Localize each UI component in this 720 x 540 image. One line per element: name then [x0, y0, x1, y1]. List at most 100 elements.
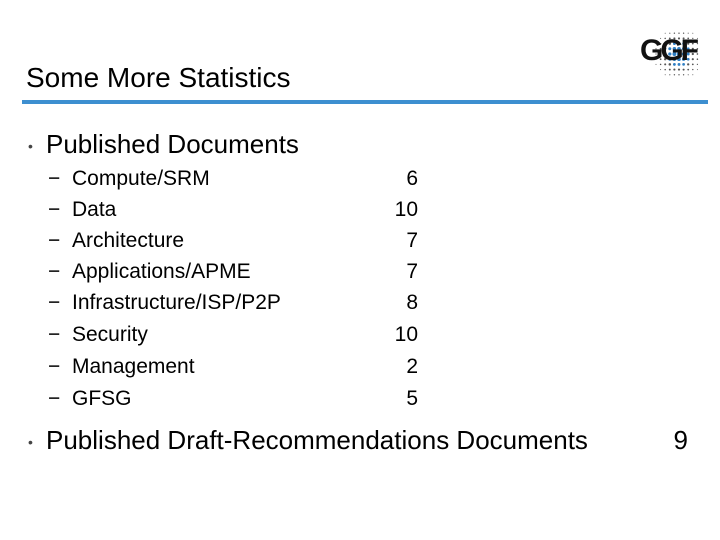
list-item: − Compute/SRM 6	[48, 163, 418, 194]
list-item: − Management 2	[48, 351, 418, 382]
logo-dot	[682, 32, 685, 34]
logo-dot	[677, 68, 681, 71]
item-label: GFSG	[72, 387, 132, 410]
bullet-marker: •	[28, 138, 33, 154]
logo-dot	[673, 68, 676, 71]
logo-dot	[669, 74, 671, 76]
logo-dot	[673, 32, 676, 34]
logo-dot	[687, 68, 690, 71]
logo-dot	[672, 57, 677, 61]
item-value: 2	[406, 355, 418, 378]
logo-dot	[691, 42, 694, 45]
item-value: 7	[406, 260, 418, 283]
logo-dot	[655, 53, 657, 55]
item-label: Management	[72, 355, 195, 378]
bullet-marker: •	[28, 434, 33, 450]
logo-dot	[696, 53, 699, 55]
logo-dot	[660, 69, 662, 71]
logo-dot	[696, 42, 699, 45]
dash-marker: −	[48, 167, 61, 190]
logo-dot	[664, 37, 666, 40]
logo-dot	[673, 74, 676, 76]
item-label: Architecture	[72, 229, 185, 252]
logo-dot	[677, 57, 681, 62]
logo-dot	[668, 57, 672, 61]
dash-marker: −	[48, 198, 61, 221]
logo-dot	[676, 51, 682, 57]
item-label: Data	[72, 198, 117, 221]
bullet-draft-recommendations: Published Draft-Recommendations Document…	[46, 425, 588, 455]
list-item: − Architecture 7	[48, 225, 418, 256]
logo-dot	[664, 63, 667, 66]
logo-dot	[696, 63, 699, 66]
logo-dot	[687, 37, 690, 40]
logo-dot	[663, 52, 667, 56]
dash-marker: −	[48, 229, 61, 252]
logo-dot	[678, 32, 680, 34]
list-item: − Data 10	[48, 194, 418, 225]
logo-text: GGF	[640, 34, 699, 67]
ggf-logo-icon: GGF	[640, 32, 702, 76]
logo-dot	[686, 52, 690, 56]
list-item: − Infrastructure/ISP/P2P 8	[48, 287, 418, 318]
logo-dot	[681, 57, 686, 61]
logo-dot	[659, 53, 662, 55]
logo-dot	[691, 47, 694, 50]
logo-dot	[682, 37, 685, 40]
logo-dot	[677, 62, 681, 66]
logo-dot	[692, 37, 694, 40]
logo-dot	[687, 42, 690, 45]
logo-dot	[682, 74, 685, 76]
item-label: Infrastructure/ISP/P2P	[72, 291, 281, 314]
logo-dot	[686, 57, 690, 61]
item-value: 7	[406, 229, 418, 252]
logo-dot	[682, 68, 685, 71]
logo-dot	[678, 74, 680, 76]
item-label: Security	[72, 323, 148, 346]
logo-dot	[687, 63, 690, 66]
logo-dot	[696, 69, 698, 71]
logo-dot	[655, 58, 657, 60]
item-value: 10	[394, 198, 418, 221]
dash-marker: −	[48, 387, 61, 410]
slide-title: Some More Statistics	[26, 62, 291, 93]
dash-marker: −	[48, 260, 61, 283]
logo-dot	[668, 47, 672, 51]
logo-dot	[672, 47, 677, 51]
logo-dot	[668, 63, 672, 66]
logo-dot	[668, 52, 672, 56]
logo-dot	[672, 62, 676, 66]
logo-dot	[663, 47, 667, 51]
logo-dot	[677, 42, 681, 46]
list-item: − GFSG 5	[48, 383, 418, 414]
logo-dot	[696, 37, 698, 39]
logo-dot	[673, 37, 676, 40]
logo-dot	[664, 68, 666, 71]
logo-dot	[682, 63, 685, 66]
item-value: 10	[394, 323, 418, 346]
item-value: 5	[406, 387, 418, 410]
logo-dot	[687, 74, 689, 76]
dash-marker: −	[48, 323, 61, 346]
list-item: − Security 10	[48, 319, 418, 350]
logo-dot	[668, 37, 671, 40]
logo-dot	[691, 58, 694, 61]
logo-dot	[681, 52, 686, 56]
logo-dot	[677, 37, 681, 40]
logo-dot	[655, 43, 657, 45]
dash-marker: −	[48, 291, 61, 314]
logo-dot	[664, 32, 666, 34]
logo-dot	[669, 32, 671, 34]
logo-dot	[668, 68, 671, 71]
logo-dot	[672, 42, 676, 46]
logo-dot	[663, 57, 667, 61]
bullet-published-documents: Published Documents	[46, 129, 299, 159]
dash-marker: −	[48, 355, 61, 378]
logo-dot	[655, 63, 657, 65]
item-label: Applications/APME	[72, 260, 251, 283]
draft-recommendations-count: 9	[673, 425, 688, 455]
logo-dot	[692, 74, 694, 76]
logo-dot	[677, 46, 681, 51]
logo-dot	[668, 42, 672, 45]
